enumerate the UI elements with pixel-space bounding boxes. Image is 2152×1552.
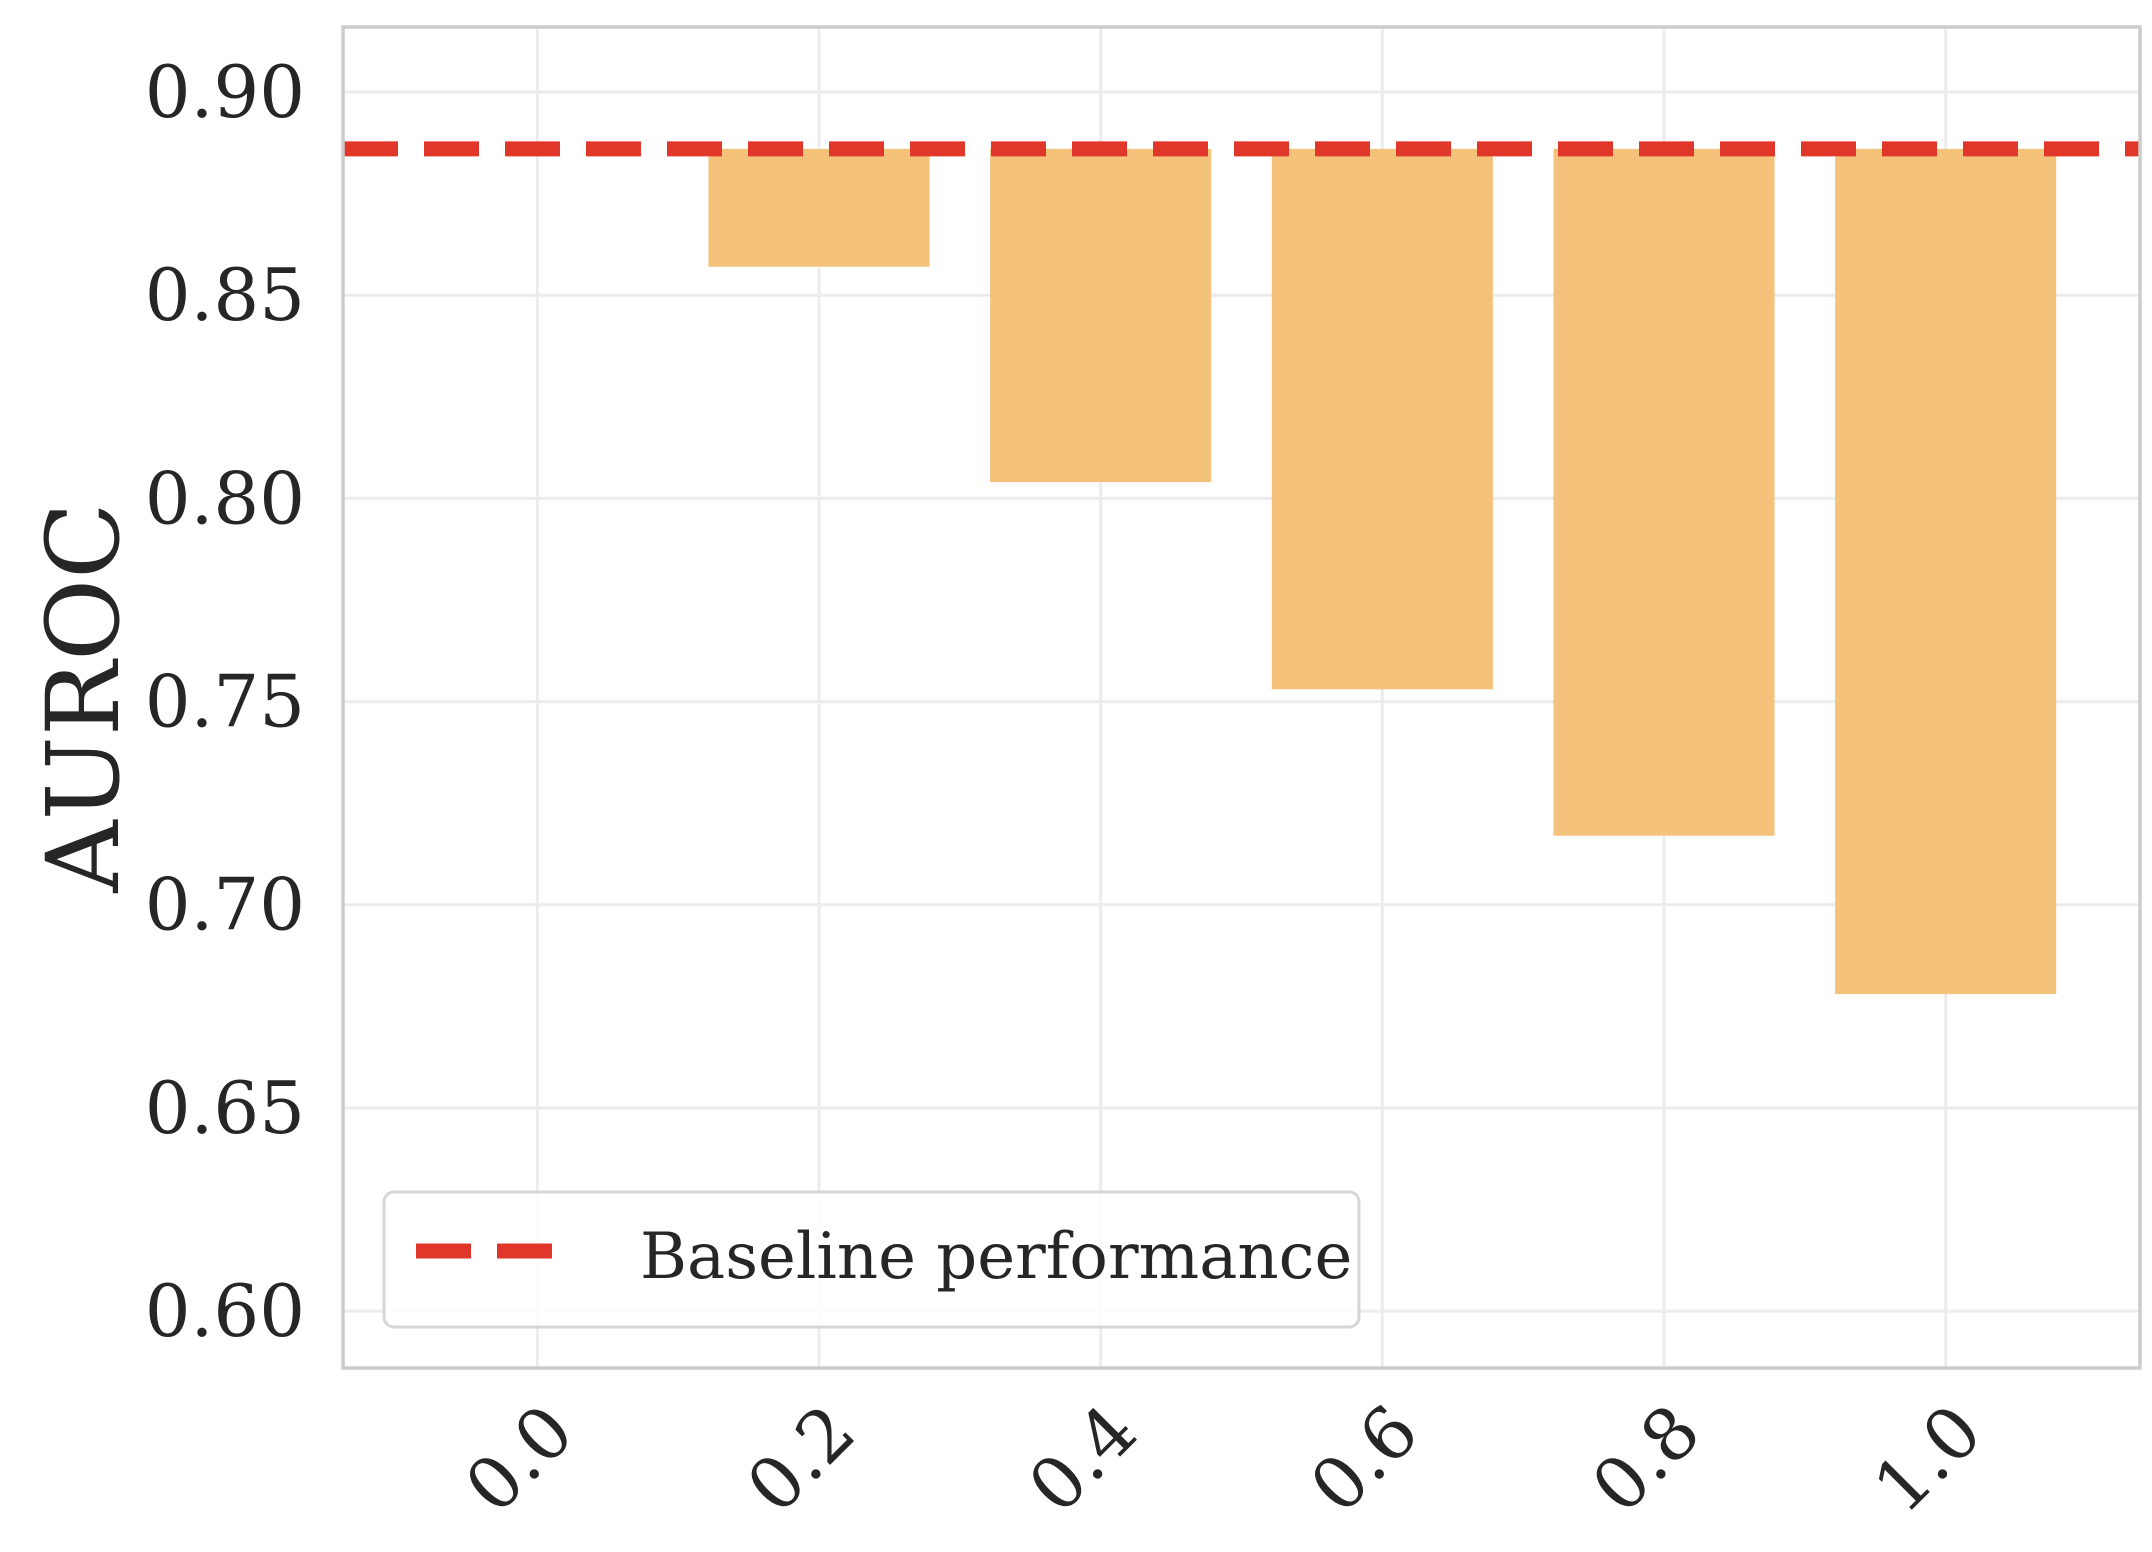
bar-0.2: [708, 148, 930, 267]
y-tick-label: 0.85: [145, 253, 305, 337]
legend-label-baseline: Baseline performance: [640, 1220, 1352, 1294]
bar-0.8: [1553, 148, 1775, 836]
legend: Baseline performance: [382, 1190, 1361, 1329]
plot-spines: [341, 25, 2142, 1370]
y-tick-label: 0.80: [145, 456, 305, 540]
legend-box: [382, 1190, 1361, 1329]
y-tick-label: 0.75: [145, 660, 305, 744]
y-tick-label: 0.70: [145, 863, 305, 947]
bar-0.4: [990, 148, 1212, 483]
y-axis-label: AUROC: [25, 502, 142, 893]
y-tick-label: 0.90: [145, 50, 305, 134]
y-tick-labels: 0.60 0.65 0.70 0.75 0.80 0.85 0.90: [145, 50, 305, 1353]
y-tick-label: 0.60: [145, 1269, 305, 1353]
bar-0.6: [1271, 148, 1493, 690]
y-tick-label: 0.65: [145, 1066, 305, 1150]
bars: [708, 148, 2057, 995]
bar-1.0: [1835, 148, 2057, 995]
plot-frame: [341, 25, 2142, 1370]
